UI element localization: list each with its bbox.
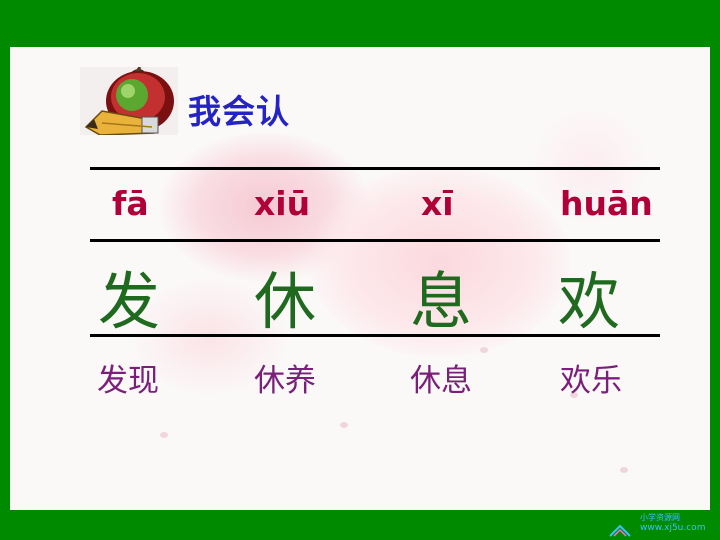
apple-pencil-icon [80, 67, 178, 135]
watermark-url: www.xj5u.com [640, 523, 706, 533]
table-rule [90, 167, 660, 170]
table-rule [90, 334, 660, 337]
pinyin-label: fā [112, 184, 149, 223]
pinyin-label: huān [560, 184, 653, 223]
character-label: 发 [98, 265, 161, 338]
watermark-logo: 小学资源网 [609, 512, 680, 537]
word-label: 欢乐 [560, 363, 622, 399]
background-dot [620, 467, 628, 473]
word-label: 休息 [410, 363, 472, 399]
slide-panel: 我会认 fā xiū xī huān 发 休 息 欢 发现 休养 休息 欢乐 [10, 47, 710, 510]
pinyin-label: xī [421, 184, 454, 223]
background-dot [570, 392, 578, 398]
character-label: 息 [410, 265, 473, 338]
word-label: 休养 [254, 363, 316, 399]
section-heading: 我会认 [188, 92, 290, 131]
table-rule [90, 239, 660, 242]
background-dot [160, 432, 168, 438]
background-petal [310, 167, 570, 357]
character-label: 欢 [558, 265, 621, 338]
pinyin-label: xiū [254, 184, 311, 223]
character-label: 休 [254, 265, 317, 338]
watermark-line1: 小学资源网 [640, 512, 680, 522]
background-petal [130, 277, 290, 397]
word-label: 发现 [97, 363, 159, 399]
background-dot [340, 422, 348, 428]
background-dot [480, 347, 488, 353]
